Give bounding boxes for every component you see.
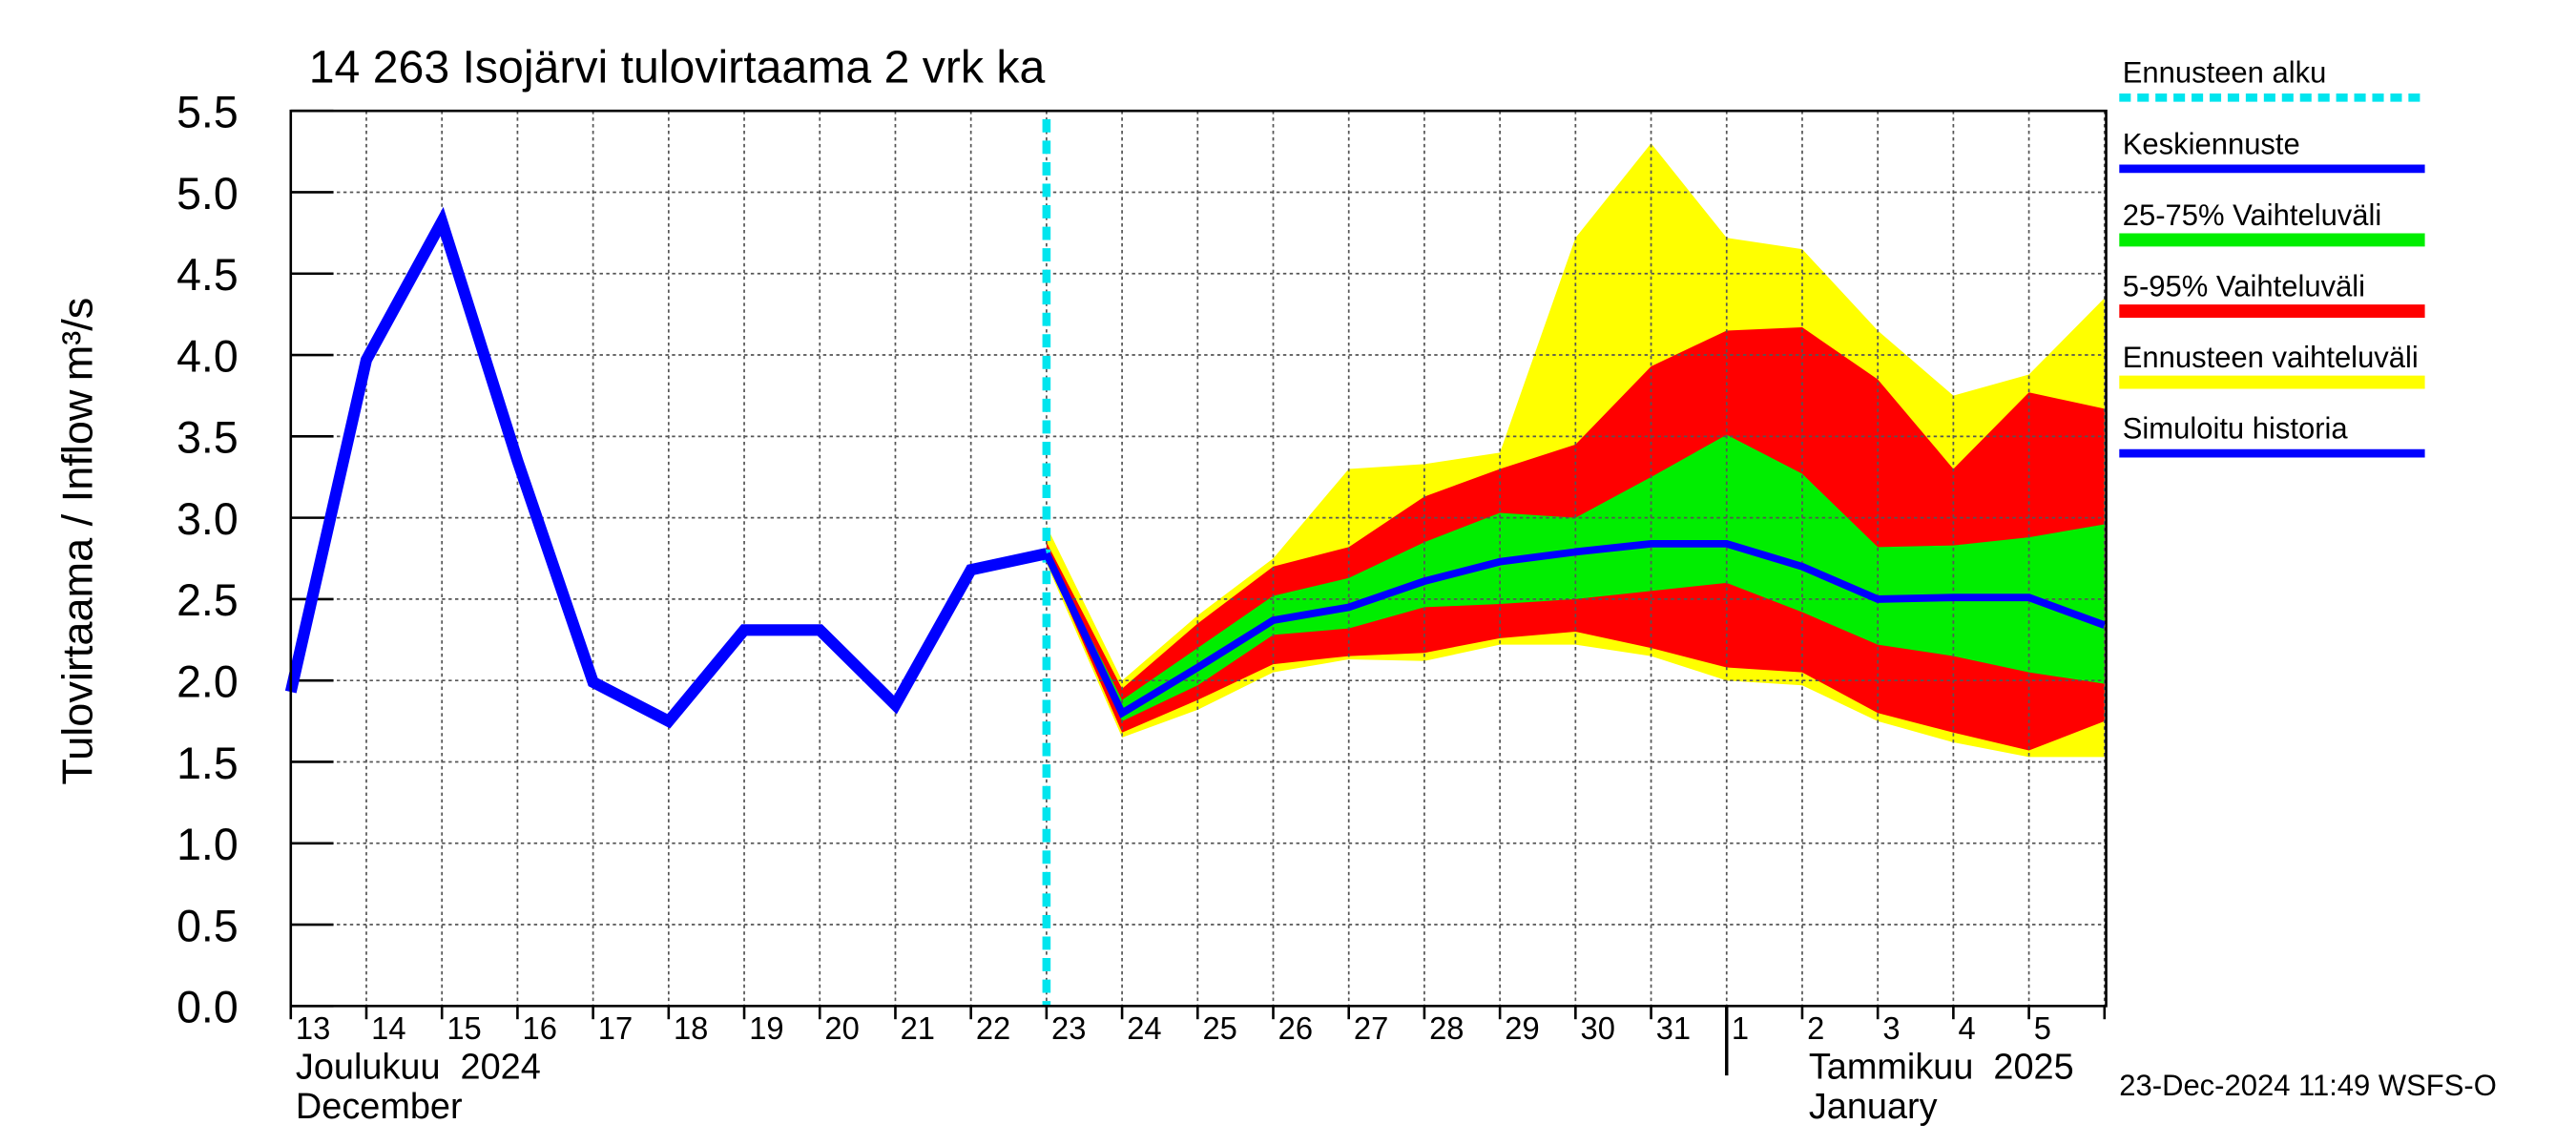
x-tick-label: 23 [1051, 1010, 1086, 1046]
month-label: Joulukuu 2024 [296, 1048, 541, 1088]
x-tick-label: 28 [1429, 1010, 1464, 1046]
x-tick-label: 30 [1581, 1010, 1615, 1046]
x-tick-label: 15 [447, 1010, 481, 1046]
x-tick-label: 19 [749, 1010, 783, 1046]
x-tick-label: 24 [1127, 1010, 1161, 1046]
legend-label: Ennusteen alku [2123, 56, 2327, 90]
chart-title: 14 263 Isojärvi tulovirtaama 2 vrk ka [309, 42, 1046, 94]
timestamp: 23-Dec-2024 11:49 WSFS-O [2119, 1069, 2497, 1102]
x-tick-label: 13 [296, 1010, 330, 1046]
x-tick-label: 4 [1959, 1010, 1976, 1046]
legend-label: Ennusteen vaihteluväli [2123, 341, 2419, 374]
x-tick-label: 27 [1354, 1010, 1388, 1046]
x-tick-label: 18 [674, 1010, 708, 1046]
y-tick-label: 3.0 [177, 494, 239, 544]
x-tick-label: 16 [523, 1010, 557, 1046]
line [284, 206, 1049, 729]
y-tick-label: 5.0 [177, 169, 239, 219]
band [1046, 434, 2105, 721]
y-tick-label: 0.0 [177, 983, 239, 1032]
legend-label: 5-95% Vaihteluväli [2123, 269, 2365, 302]
x-tick-label: 21 [901, 1010, 935, 1046]
legend-label: Simuloitu historia [2123, 411, 2349, 445]
x-tick-label: 22 [976, 1010, 1010, 1046]
y-axis-unit: m³/s [53, 298, 102, 382]
y-axis-label: Tulovirtaama / Inflow [53, 389, 102, 785]
y-tick-label: 0.5 [177, 901, 239, 950]
x-tick-label: 29 [1505, 1010, 1539, 1046]
x-tick-label: 20 [824, 1010, 859, 1046]
y-tick-label: 2.5 [177, 575, 239, 625]
y-tick-label: 2.0 [177, 656, 239, 706]
y-tick-label: 3.5 [177, 413, 239, 463]
x-tick-label: 5 [2034, 1010, 2051, 1046]
x-tick-label: 3 [1882, 1010, 1900, 1046]
x-tick-label: 1 [1732, 1010, 1749, 1046]
x-tick-label: 31 [1656, 1010, 1691, 1046]
month-label: Tammikuu 2025 [1809, 1048, 2074, 1088]
x-tick-label: 2 [1807, 1010, 1824, 1046]
month-label: December [296, 1087, 463, 1127]
y-tick-label: 5.5 [177, 87, 239, 136]
line [1043, 540, 2107, 718]
x-tick-label: 26 [1278, 1010, 1313, 1046]
y-tick-label: 1.5 [177, 739, 239, 788]
legend-label: 25-75% Vaihteluväli [2123, 198, 2382, 232]
y-tick-label: 4.5 [177, 250, 239, 300]
x-tick-label: 25 [1202, 1010, 1236, 1046]
x-tick-label: 14 [371, 1010, 405, 1046]
month-label: January [1809, 1087, 1938, 1127]
y-tick-label: 4.0 [177, 331, 239, 381]
x-tick-label: 17 [598, 1010, 633, 1046]
plot-frame [289, 109, 2108, 1008]
legend-label: Keskiennuste [2123, 127, 2300, 160]
y-tick-label: 1.0 [177, 820, 239, 869]
